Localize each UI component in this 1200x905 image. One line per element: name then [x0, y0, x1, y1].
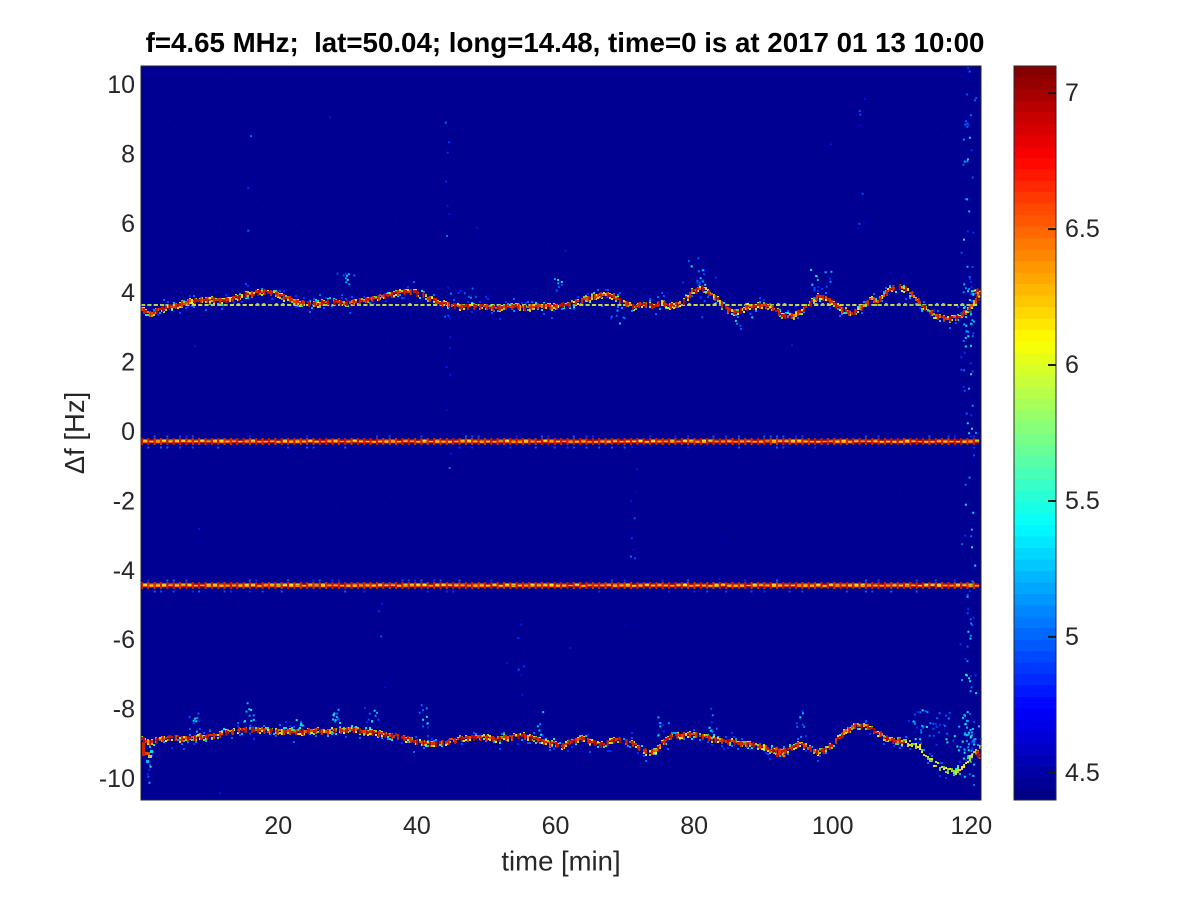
svg-text:6: 6 — [1065, 351, 1079, 379]
svg-text:-2: -2 — [113, 487, 135, 515]
svg-text:-4: -4 — [113, 557, 135, 585]
svg-text:7: 7 — [1065, 79, 1079, 107]
svg-text:100: 100 — [812, 812, 854, 840]
svg-text:2: 2 — [121, 349, 135, 377]
svg-text:5: 5 — [1065, 623, 1079, 651]
svg-text:20: 20 — [264, 812, 292, 840]
svg-text:f=4.65 MHz; lat=50.04; long=1: f=4.65 MHz; lat=50.04; long=14.48, time=… — [146, 27, 985, 58]
svg-text:6: 6 — [121, 210, 135, 238]
svg-text:Δf [Hz]: Δf [Hz] — [59, 392, 90, 475]
svg-text:-6: -6 — [113, 626, 135, 654]
svg-text:-8: -8 — [113, 696, 135, 724]
svg-text:120: 120 — [950, 812, 992, 840]
svg-text:4.5: 4.5 — [1065, 759, 1100, 787]
svg-text:5.5: 5.5 — [1065, 487, 1100, 515]
svg-text:-10: -10 — [99, 765, 135, 793]
svg-text:40: 40 — [403, 812, 431, 840]
svg-text:60: 60 — [542, 812, 570, 840]
svg-text:6.5: 6.5 — [1065, 215, 1100, 243]
svg-text:time [min]: time [min] — [501, 846, 620, 877]
svg-text:4: 4 — [121, 279, 135, 307]
svg-text:80: 80 — [680, 812, 708, 840]
svg-text:0: 0 — [121, 418, 135, 446]
svg-text:10: 10 — [107, 71, 135, 99]
svg-text:8: 8 — [121, 140, 135, 168]
